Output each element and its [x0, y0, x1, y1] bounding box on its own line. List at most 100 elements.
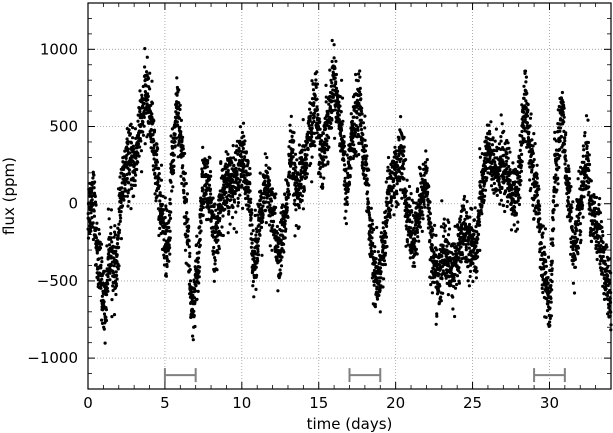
flux-point — [177, 88, 181, 92]
flux-point — [453, 224, 457, 228]
flux-point — [310, 79, 314, 83]
flux-point — [343, 176, 347, 180]
flux-point — [155, 194, 159, 198]
flux-point — [314, 78, 318, 82]
flux-point — [168, 246, 172, 250]
flux-point — [334, 80, 338, 84]
flux-point — [343, 150, 347, 154]
flux-point — [412, 261, 416, 265]
flux-point — [498, 190, 503, 194]
flux-point — [562, 106, 566, 110]
flux-point — [299, 155, 304, 160]
flux-point — [472, 218, 476, 222]
flux-point — [402, 135, 406, 139]
flux-point — [181, 154, 185, 158]
flux-point — [505, 167, 509, 171]
flux-point — [170, 189, 174, 193]
flux-point — [334, 72, 338, 77]
flux-point — [112, 256, 116, 260]
flux-point — [153, 171, 157, 175]
flux-point — [133, 179, 137, 183]
flux-point — [239, 152, 243, 156]
flux-point — [125, 137, 129, 141]
flux-point — [548, 323, 552, 328]
flux-point — [172, 164, 176, 168]
flux-point — [375, 297, 380, 301]
flux-point — [118, 175, 122, 179]
flux-point — [189, 315, 193, 319]
flux-point — [425, 169, 429, 173]
flux-point — [430, 248, 435, 252]
flux-point — [447, 242, 451, 246]
flux-point — [522, 126, 527, 130]
flux-point — [260, 220, 265, 224]
flux-point — [230, 172, 234, 176]
flux-point — [562, 142, 567, 146]
flux-point — [533, 142, 537, 146]
flux-point — [221, 196, 225, 200]
flux-point — [466, 279, 470, 283]
flux-point — [340, 78, 344, 82]
flux-point — [453, 286, 458, 290]
flux-point — [167, 213, 172, 217]
flux-point — [329, 78, 333, 82]
flux-point — [330, 59, 334, 64]
flux-point — [407, 210, 411, 214]
flux-point — [541, 262, 545, 266]
flux-point — [349, 112, 353, 116]
flux-point — [138, 137, 142, 141]
flux-point — [265, 155, 269, 160]
flux-point — [461, 242, 466, 246]
flux-point — [164, 274, 168, 278]
flux-point — [464, 243, 468, 247]
flux-point — [550, 241, 555, 245]
flux-point — [464, 248, 468, 252]
flux-point — [508, 178, 512, 183]
flux-point — [227, 212, 231, 216]
flux-point — [478, 248, 482, 252]
flux-point — [112, 313, 117, 317]
flux-point — [266, 205, 270, 209]
flux-point — [148, 71, 152, 75]
flux-point — [456, 225, 460, 229]
flux-point — [408, 213, 412, 217]
flux-point — [148, 87, 152, 91]
flux-point — [294, 184, 298, 188]
flux-point — [379, 270, 383, 274]
flux-point — [322, 158, 326, 162]
flux-point — [273, 211, 277, 215]
flux-point — [522, 84, 526, 88]
flux-point — [332, 43, 336, 47]
flux-point — [192, 309, 196, 313]
flux-point — [116, 267, 120, 271]
flux-point — [466, 242, 470, 246]
flux-point — [151, 133, 155, 137]
flux-point — [480, 212, 484, 216]
flux-point — [358, 86, 362, 90]
flux-point — [367, 205, 371, 210]
flux-point — [131, 136, 135, 140]
flux-point — [520, 103, 524, 107]
flux-point — [151, 164, 155, 168]
flux-point — [577, 216, 581, 220]
flux-point — [404, 158, 408, 162]
flux-point — [230, 188, 234, 192]
flux-point — [435, 314, 439, 318]
flux-point — [445, 248, 449, 252]
flux-point — [90, 198, 94, 202]
flux-point — [280, 255, 284, 259]
flux-point — [354, 72, 358, 77]
flux-point — [165, 254, 169, 259]
flux-point — [246, 185, 250, 190]
flux-point — [269, 199, 274, 203]
flux-point — [408, 218, 412, 222]
flux-point — [209, 174, 213, 178]
flux-point — [525, 145, 529, 149]
flux-point — [235, 170, 239, 174]
flux-point — [248, 166, 252, 171]
flux-point — [410, 198, 414, 202]
flux-point — [432, 280, 436, 285]
flux-point — [416, 235, 420, 239]
flux-point — [323, 151, 327, 155]
flux-point — [427, 216, 432, 221]
